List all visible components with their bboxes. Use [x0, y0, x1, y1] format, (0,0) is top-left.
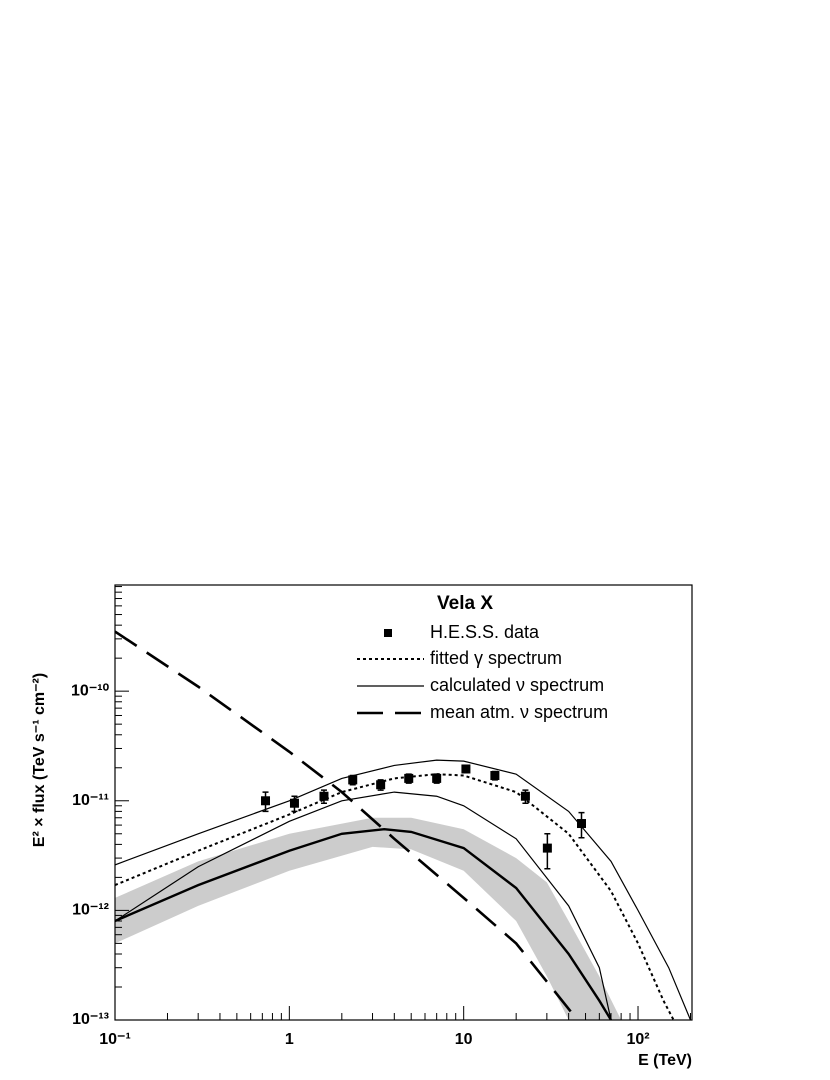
curve — [115, 630, 579, 1020]
legend-label: calculated ν spectrum — [430, 675, 604, 695]
y-tick-label: 10⁻¹³ — [72, 1011, 109, 1028]
curve — [115, 773, 675, 1020]
data-point — [289, 798, 299, 808]
legend-label: fitted γ spectrum — [430, 648, 562, 668]
legend-marker — [384, 629, 392, 637]
y-tick-label: 10⁻¹⁰ — [71, 682, 110, 699]
x-tick-label: 10 — [455, 1031, 473, 1048]
plot-area — [115, 630, 692, 1020]
curve — [115, 828, 613, 1020]
curve — [115, 759, 692, 1020]
legend-label: H.E.S.S. data — [430, 622, 540, 642]
curve — [115, 791, 612, 1020]
data-point — [319, 791, 329, 801]
data-point — [461, 764, 471, 774]
data-point — [376, 780, 386, 790]
x-tick-label: 1 — [285, 1031, 294, 1048]
data-point — [432, 773, 442, 783]
y-tick-label: 10⁻¹² — [72, 902, 109, 919]
x-tick-label: 10⁻¹ — [99, 1031, 131, 1048]
legend-title: Vela X — [437, 593, 493, 614]
y-tick-label: 10⁻¹¹ — [72, 792, 109, 809]
data-point — [576, 819, 586, 829]
data-point — [261, 796, 271, 806]
data-point — [490, 771, 500, 781]
x-axis-title: E (TeV) — [638, 1052, 692, 1069]
legend-label: mean atm. ν spectrum — [430, 702, 608, 722]
data-point — [404, 773, 414, 783]
plot-frame — [114, 584, 693, 1021]
data-point — [520, 791, 530, 801]
x-tick-label: 10² — [626, 1031, 649, 1048]
data-point — [348, 775, 358, 785]
y-axis-title: E² × flux (TeV s⁻¹ cm⁻²) — [31, 673, 48, 847]
data-point — [542, 843, 552, 853]
